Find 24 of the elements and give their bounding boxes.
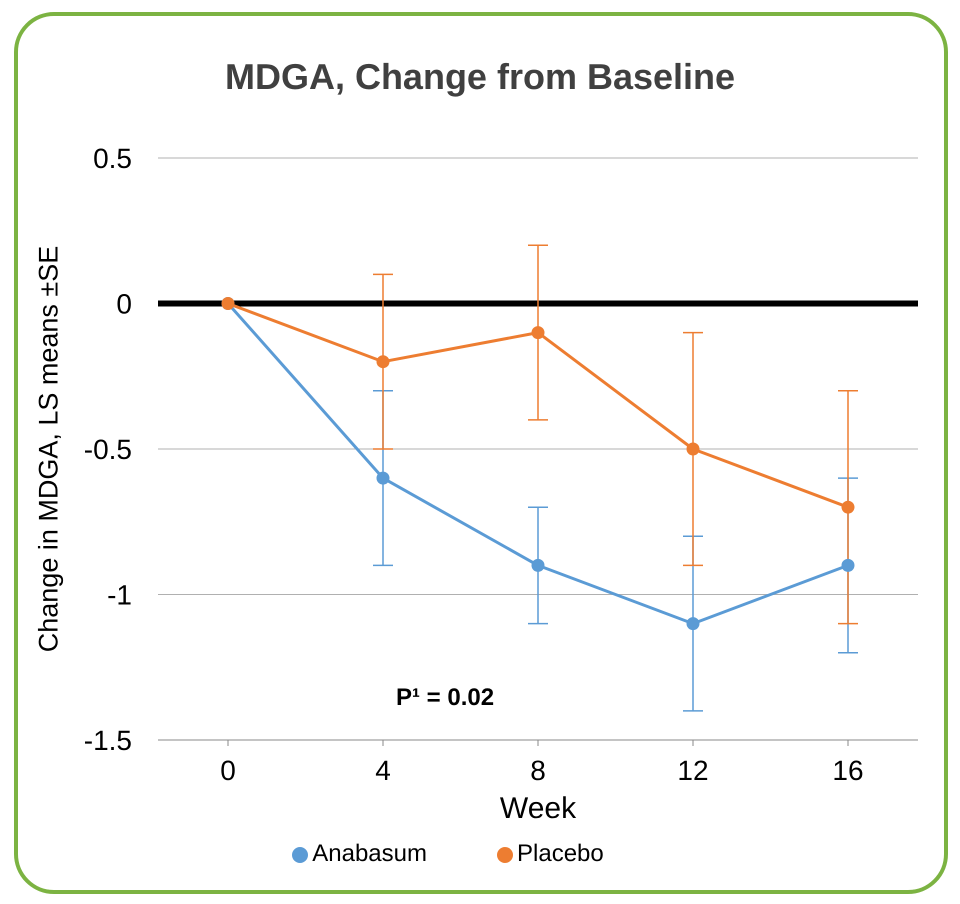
y-axis-title: Change in MDGA, LS means ±SE [34, 246, 64, 652]
y-tick-label: -1 [107, 579, 132, 610]
point [376, 355, 390, 368]
point [532, 558, 544, 572]
point [686, 617, 700, 630]
legend-label: Anabasum [312, 840, 427, 867]
x-tick-label: 16 [832, 754, 864, 786]
annotation: P¹ = 0.02 [396, 684, 494, 712]
x-tick-label: 0 [220, 754, 236, 786]
x-tick-label: 12 [677, 754, 709, 786]
y-tick-label: 0 [116, 288, 132, 320]
x-axis-title: Week [500, 792, 578, 825]
point [532, 326, 544, 340]
x-tick-label: 8 [530, 754, 546, 786]
y-tick-label: -1.5 [84, 724, 132, 756]
x-tick-label: 4 [375, 754, 391, 786]
chart-title: MDGA, Change from Baseline [224, 56, 736, 98]
point [842, 558, 854, 572]
legend-label: Placebo [517, 840, 604, 867]
point [842, 500, 854, 514]
y-tick-label: 0.5 [93, 142, 132, 174]
point [376, 472, 390, 485]
y-tick-label: -0.5 [84, 434, 132, 465]
point [686, 442, 700, 456]
